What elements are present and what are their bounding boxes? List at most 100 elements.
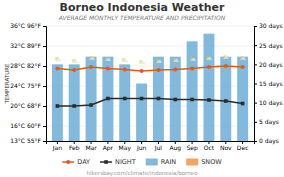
marker: [241, 65, 245, 69]
tick: Oct: [204, 141, 215, 151]
tick-label: Mar: [85, 144, 97, 151]
tick-mark: [43, 66, 46, 67]
axis: JanFebMarAprMayJunJulAugSepOctNovDec: [47, 141, 255, 152]
tick: 0 days: [254, 137, 279, 145]
tick-label: Oct: [204, 144, 215, 151]
tick: 24°C 75°F: [10, 82, 46, 89]
legend-label: RAIN: [161, 158, 177, 166]
tick: 25 days: [254, 42, 283, 50]
legend-swatch: [66, 160, 70, 164]
tick-label: Nov: [220, 144, 232, 151]
bar: [86, 57, 97, 141]
legend-label: NIGHT: [115, 158, 136, 166]
legend-swatch: [146, 159, 158, 166]
chart: Borneo Indonesia WeatherAVERAGE MONTHLY …: [0, 0, 284, 177]
tick-label: 16°C 60°F: [10, 122, 41, 129]
marker: [173, 68, 177, 72]
legend-label: DAY: [77, 158, 90, 166]
tick-label: 0 days: [259, 137, 279, 145]
annotation: ⛅: [189, 55, 197, 62]
marker: [123, 97, 127, 101]
marker: [156, 68, 160, 72]
tick-mark: [43, 26, 46, 27]
marker: [106, 97, 110, 101]
bar: [119, 64, 130, 141]
marker: [207, 65, 211, 69]
tick-label: Jan: [52, 144, 62, 152]
tick: 32°C 89°F: [10, 42, 46, 49]
tick: Apr: [103, 141, 114, 152]
annotation: ⛅: [205, 54, 213, 61]
tick-mark: [43, 106, 46, 107]
bar: [187, 41, 198, 141]
tick-label: 10 days: [259, 99, 283, 107]
legend: DAY NIGHT RAIN SNOW: [62, 158, 222, 166]
tick-label: Feb: [69, 144, 80, 151]
tick-label: Sep: [186, 144, 198, 152]
tick: 16°C 60°F: [10, 122, 46, 129]
axis-title: TEMPERATURE: [4, 63, 10, 105]
bar: [136, 84, 147, 142]
tick: 30 days: [254, 22, 283, 30]
legend-label: SNOW: [201, 158, 222, 166]
tick: 20°C 68°F: [10, 102, 46, 109]
marker: [140, 69, 144, 73]
marks: [52, 34, 248, 141]
tick: 15 days: [254, 80, 283, 88]
tick-label: 20 days: [259, 61, 283, 69]
marker: [89, 103, 93, 107]
tick-mark: [254, 103, 257, 104]
bar: [220, 57, 231, 141]
axis: 0 days 5 days 10 days 15 days 20 days 25 days…: [254, 22, 283, 145]
tick-label: Aug: [169, 144, 181, 152]
grid-line: [46, 46, 254, 47]
tick-label: 25 days: [259, 42, 283, 50]
marker: [89, 65, 93, 69]
tick: Aug: [169, 141, 181, 152]
tick: Jan: [52, 141, 62, 152]
tick-label: 28°C 82°F: [10, 62, 41, 69]
tick-mark: [254, 64, 257, 65]
tick: Jul: [154, 141, 163, 152]
marker: [207, 98, 211, 102]
tick-label: 20°C 68°F: [10, 102, 41, 109]
tick: Nov: [220, 141, 232, 151]
marker: [190, 67, 194, 71]
tick-label: 24°C 75°F: [10, 82, 41, 89]
tick-mark: [43, 86, 46, 87]
tick-label: 13°C 55°F: [10, 137, 41, 144]
tick-mark: [254, 84, 257, 85]
marker: [157, 97, 161, 101]
plot: ⛅⛅⛅⛅⛅⛅⛅⛅⛅⛅⛅⛅13°C 55°F16°C 60°F20°C 68°F2…: [10, 22, 283, 152]
marker: [241, 102, 245, 106]
tick: 36°C 96°F: [10, 22, 46, 29]
legend-swatch: [186, 159, 198, 166]
tick-mark: [43, 46, 46, 47]
tick-label: May: [119, 144, 132, 152]
tick: May: [119, 141, 132, 152]
tick: 28°C 82°F: [10, 62, 46, 69]
annotations: ⛅⛅⛅⛅⛅⛅⛅⛅⛅⛅⛅⛅: [54, 53, 247, 65]
tick-label: 32°C 89°F: [10, 42, 41, 49]
tick: 13°C 55°F: [10, 137, 46, 144]
legend-swatch: [104, 160, 108, 164]
grid-line: [46, 26, 254, 27]
marker: [140, 97, 144, 101]
marker: [55, 67, 59, 71]
tick-mark: [254, 122, 257, 123]
tick: 10 days: [254, 99, 283, 107]
subtitle: AVERAGE MONTHLY TEMPERATURE AND PRECIPIT…: [58, 14, 226, 21]
marker: [72, 68, 76, 72]
marker: [72, 104, 76, 108]
tick-label: Jun: [136, 144, 147, 152]
tick: Feb: [69, 141, 80, 151]
legend-item: RAIN: [146, 158, 177, 166]
axis-line: [255, 27, 258, 142]
tick-mark: [43, 126, 46, 127]
bar: [237, 57, 248, 141]
grid: [46, 26, 254, 141]
line: [57, 66, 242, 71]
marker: [224, 64, 228, 68]
tick-label: 5 days: [259, 118, 279, 126]
tick: Jun: [136, 141, 147, 152]
